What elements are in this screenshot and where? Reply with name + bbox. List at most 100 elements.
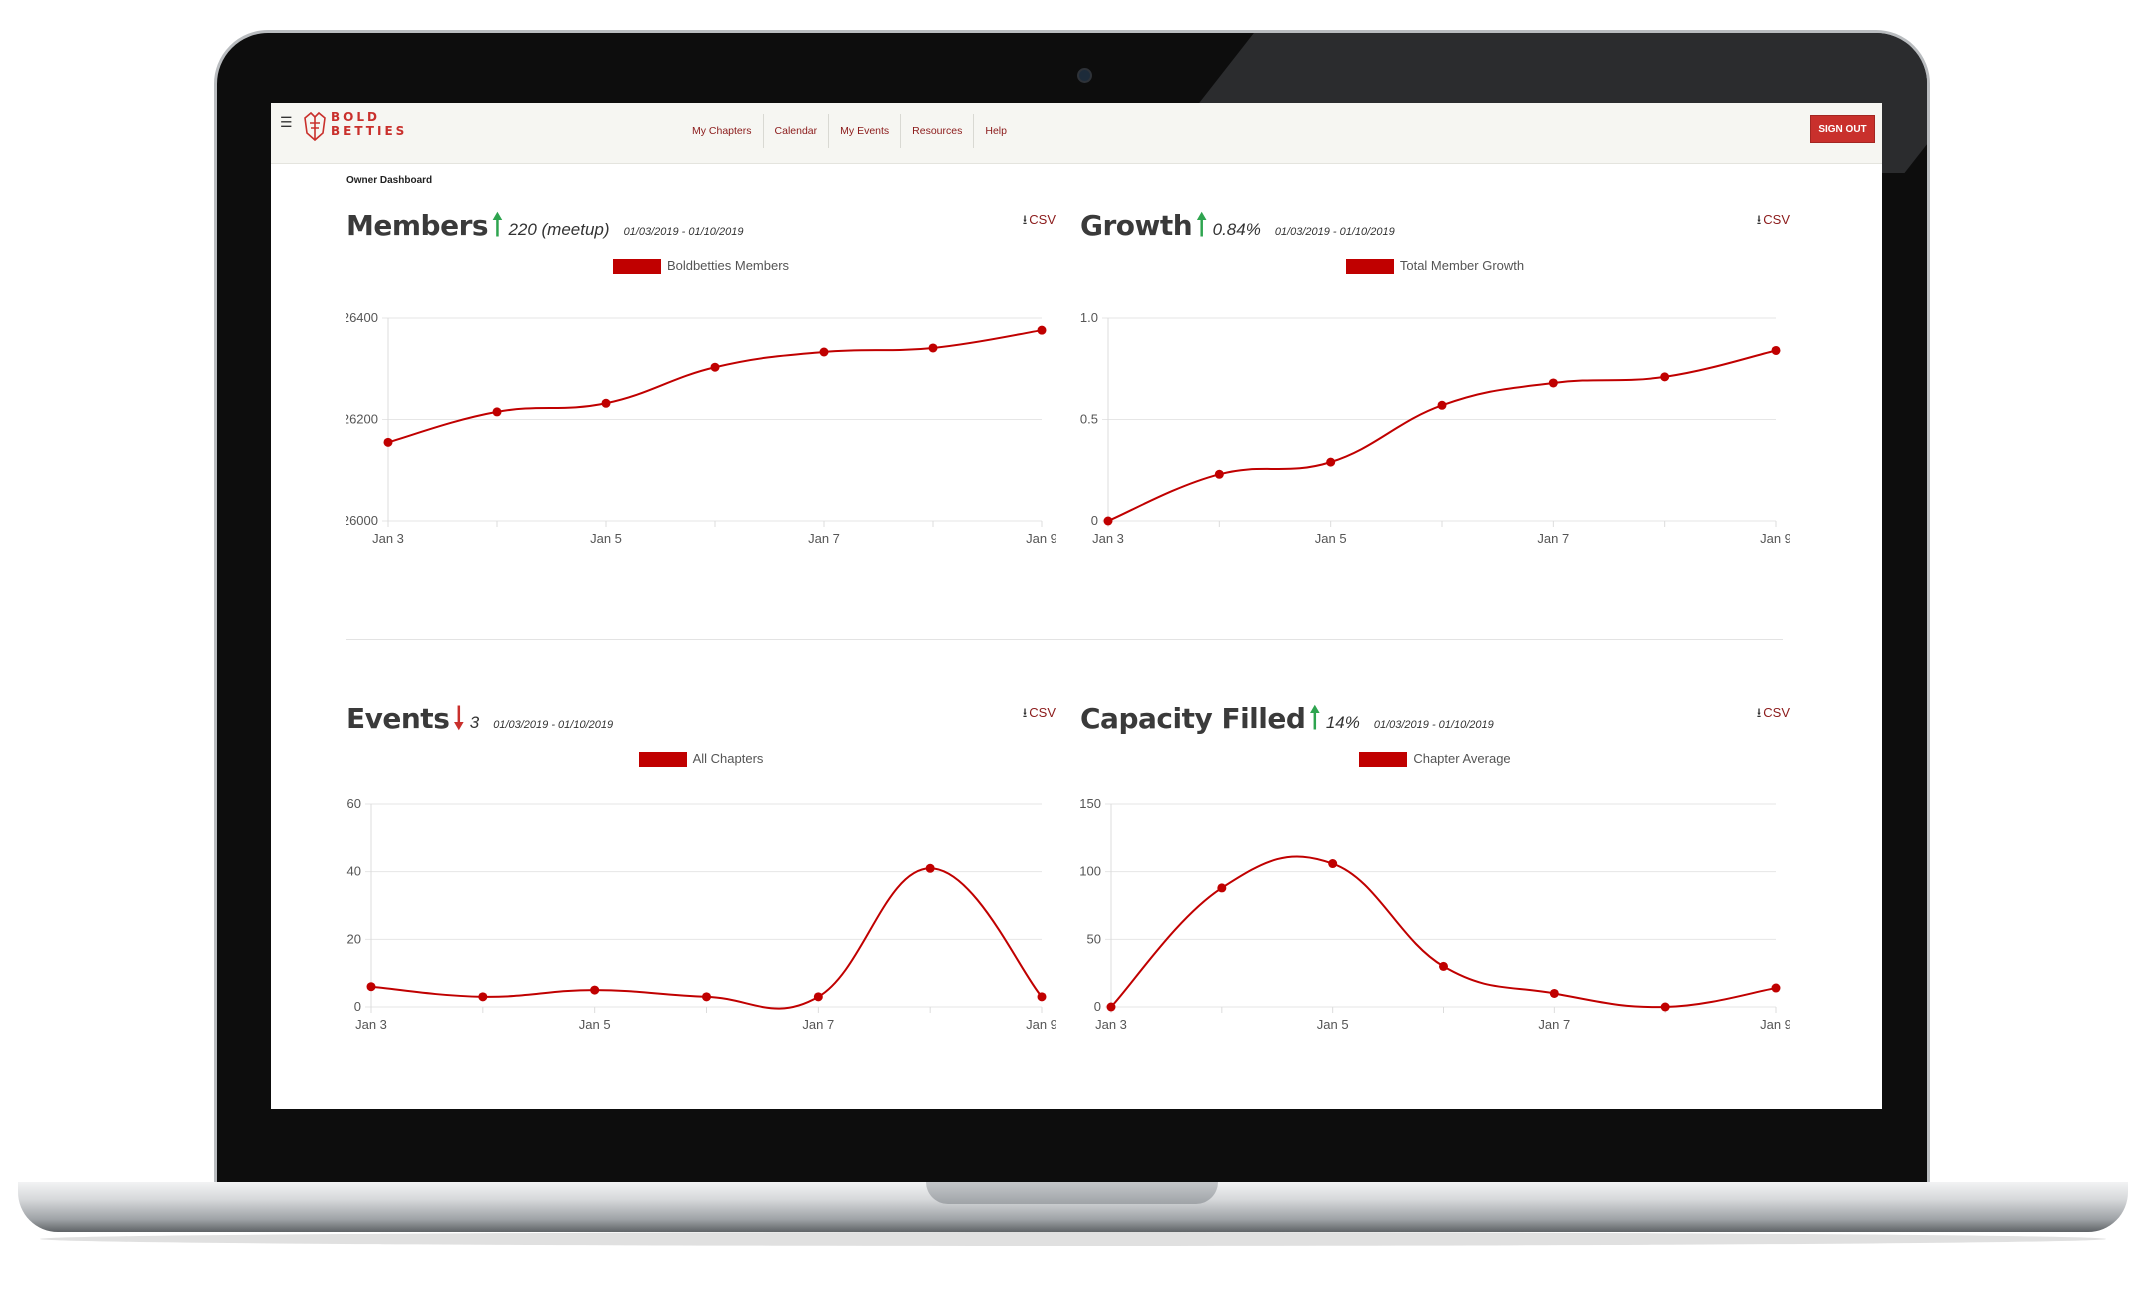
laptop-shadow xyxy=(40,1232,2106,1246)
data-point xyxy=(366,982,376,992)
nav-link-calendar[interactable]: Calendar xyxy=(764,114,830,148)
x-tick-label: Jan 3 xyxy=(355,1017,387,1032)
capacity-date-range: 01/03/2019 - 01/10/2019 xyxy=(1373,719,1494,731)
data-point xyxy=(590,985,600,995)
events-stat: 3 xyxy=(469,713,480,732)
data-point xyxy=(1771,345,1781,355)
growth-panel: Growth 🠑 0.84% 01/03/2019 - 01/10/2019 ⭳ CSV… xyxy=(1080,203,1790,603)
capacity-csv-button[interactable]: ⭳ CSV xyxy=(1757,704,1790,726)
data-point xyxy=(1106,1002,1116,1012)
sign-out-button[interactable]: SIGN OUT xyxy=(1810,115,1875,143)
events-heading: Events 🠓 3 01/03/2019 - 01/10/2019 xyxy=(346,696,613,747)
y-tick-label: 40 xyxy=(347,864,361,879)
members-heading: Members 🠑 220 (meetup) 01/03/2019 - 01/10/2… xyxy=(346,203,743,254)
events-panel: Events 🠓 3 01/03/2019 - 01/10/2019 ⭳ CSV All… xyxy=(346,696,1056,1096)
data-point xyxy=(1660,372,1670,382)
capacity-heading: Capacity Filled 🠑 14% 01/03/2019 - 01/10/20… xyxy=(1080,696,1494,747)
events-csv-label: CSV xyxy=(1029,705,1056,720)
screen: ☰ BOLD BETTIES My Chapters Calendar My E… xyxy=(271,103,1882,1109)
data-point xyxy=(1326,457,1336,467)
section-divider xyxy=(346,639,1783,640)
hamburger-icon[interactable]: ☰ xyxy=(280,114,293,130)
arrow-down-icon: 🠓 xyxy=(453,701,464,736)
members-chart: 26000 26200 26400 Jan 3 Jan 5 Jan 7 Jan 9 xyxy=(346,310,1056,543)
bold-betties-logo-icon[interactable] xyxy=(301,109,401,143)
arrow-up-icon: 🠑 xyxy=(1309,701,1320,736)
data-point xyxy=(1037,325,1047,335)
series-line xyxy=(387,329,1043,444)
events-legend[interactable]: All Chapters xyxy=(346,751,1056,768)
legend-swatch xyxy=(1359,752,1408,768)
nav-link-help[interactable]: Help xyxy=(985,125,1007,137)
x-tick-label: Jan 5 xyxy=(1315,531,1347,543)
data-point xyxy=(1214,469,1224,479)
members-legend[interactable]: Boldbetties Members xyxy=(346,258,1056,275)
x-tick-label: Jan 9 xyxy=(1760,531,1790,543)
y-tick-label: 0 xyxy=(1094,999,1101,1014)
x-tick-label: Jan 3 xyxy=(372,531,404,543)
arrow-up-icon: 🠑 xyxy=(1196,208,1207,243)
nav-link-my-events[interactable]: My Events xyxy=(829,114,902,148)
growth-csv-label: CSV xyxy=(1763,212,1790,227)
y-tick-label: 20 xyxy=(347,931,361,946)
laptop-base-notch xyxy=(926,1182,1218,1204)
nav-link-my-chapters[interactable]: My Chapters xyxy=(681,114,764,148)
data-point xyxy=(813,992,823,1002)
series-line xyxy=(370,867,1043,1010)
arrow-up-icon: 🠑 xyxy=(492,208,503,243)
data-point xyxy=(1217,883,1227,893)
x-tick-label: Jan 3 xyxy=(1092,531,1124,543)
series-line xyxy=(1107,349,1777,522)
data-point xyxy=(1328,859,1338,869)
growth-legend[interactable]: Total Member Growth xyxy=(1080,258,1790,275)
data-point xyxy=(601,398,611,408)
members-csv-button[interactable]: ⭳ CSV xyxy=(1023,211,1056,233)
data-point xyxy=(492,407,502,417)
data-point xyxy=(1660,1002,1670,1012)
y-tick-label: 1.0 xyxy=(1080,310,1098,325)
y-tick-label: 100 xyxy=(1080,864,1101,879)
members-stat: 220 (meetup) xyxy=(508,220,610,239)
capacity-chart: 0 50 100 150 Jan 3 Jan 5 Jan 7 Jan 9 xyxy=(1080,796,1790,1032)
legend-swatch xyxy=(1345,259,1394,275)
x-tick-label: Jan 7 xyxy=(1538,1017,1570,1032)
growth-legend-label: Total Member Growth xyxy=(1399,258,1525,273)
y-tick-label: 150 xyxy=(1080,796,1101,811)
x-tick-label: Jan 3 xyxy=(1095,1017,1127,1032)
data-point xyxy=(1548,378,1558,388)
download-icon: ⭳ xyxy=(1756,705,1762,720)
download-icon: ⭳ xyxy=(1022,705,1028,720)
y-tick-label: 26200 xyxy=(346,412,378,427)
events-csv-button[interactable]: ⭳ CSV xyxy=(1023,704,1056,726)
events-chart: 0 20 40 60 Jan 3 Jan 5 Jan 7 Jan 9 xyxy=(347,796,1056,1032)
x-tick-label: Jan 7 xyxy=(1537,531,1569,543)
y-tick-label: 50 xyxy=(1087,931,1101,946)
data-point xyxy=(1439,961,1448,971)
events-date-range: 01/03/2019 - 01/10/2019 xyxy=(493,719,614,731)
data-point xyxy=(1771,983,1781,993)
x-tick-label: Jan 9 xyxy=(1760,1017,1790,1032)
data-point xyxy=(928,343,938,353)
capacity-legend[interactable]: Chapter Average xyxy=(1080,751,1790,768)
top-navbar: ☰ BOLD BETTIES My Chapters Calendar My E… xyxy=(271,103,1882,164)
legend-swatch xyxy=(612,259,661,275)
logo-text: BOLD BETTIES xyxy=(331,110,407,138)
x-tick-label: Jan 9 xyxy=(1026,531,1056,543)
members-csv-label: CSV xyxy=(1029,212,1056,227)
growth-heading: Growth 🠑 0.84% 01/03/2019 - 01/10/2019 xyxy=(1080,203,1395,254)
growth-date-range: 01/03/2019 - 01/10/2019 xyxy=(1274,226,1395,238)
y-tick-label: 26000 xyxy=(346,513,378,528)
nav-link-resources[interactable]: Resources xyxy=(901,114,975,148)
data-point xyxy=(925,863,935,873)
growth-csv-button[interactable]: ⭳ CSV xyxy=(1757,211,1790,233)
data-point xyxy=(1437,400,1447,410)
y-tick-label: 0.5 xyxy=(1080,412,1098,427)
x-tick-label: Jan 7 xyxy=(802,1017,834,1032)
download-icon: ⭳ xyxy=(1756,212,1762,227)
capacity-stat: 14% xyxy=(1325,713,1360,732)
data-point xyxy=(710,362,720,372)
y-tick-label: 0 xyxy=(1091,513,1098,528)
x-tick-label: Jan 7 xyxy=(808,531,840,543)
members-title: Members xyxy=(346,209,489,242)
growth-chart: 0 0.5 1.0 Jan 3 Jan 5 Jan 7 Jan 9 xyxy=(1080,310,1790,543)
